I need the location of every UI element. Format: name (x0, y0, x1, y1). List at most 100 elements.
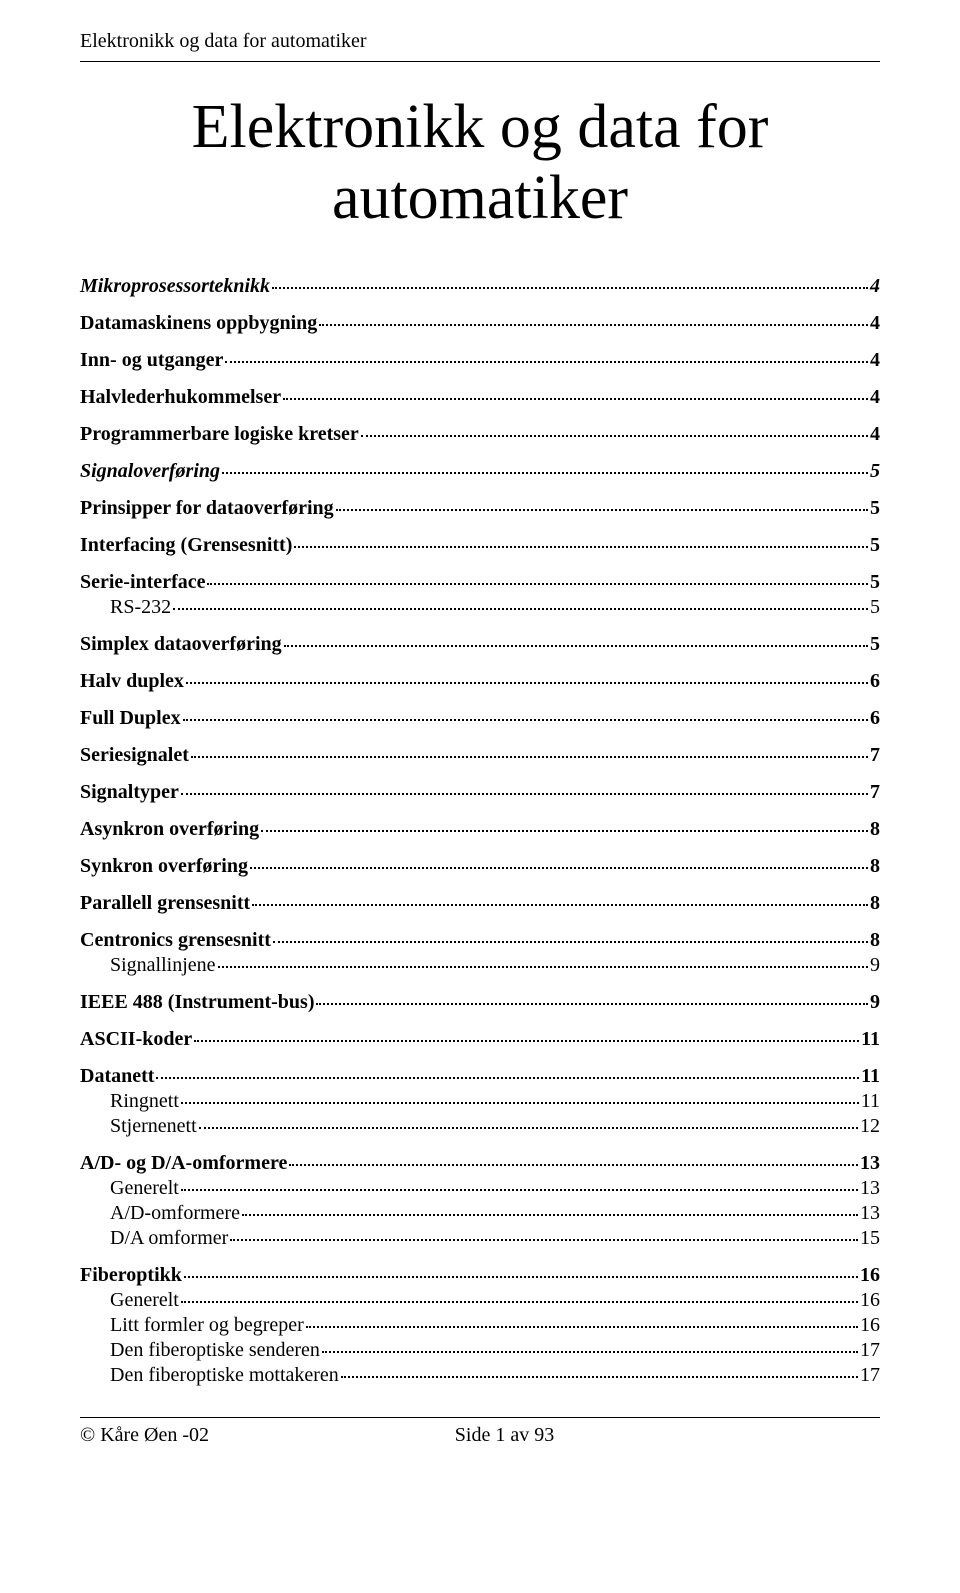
toc-entry: Den fiberoptiske senderen 17 (110, 1339, 880, 1362)
toc-entry: Serie-interface 5 (80, 571, 880, 594)
toc-entry-label: Seriesignalet (80, 744, 189, 767)
toc-entry-page: 5 (870, 571, 880, 594)
toc-entry: Ringnett 11 (110, 1090, 880, 1113)
toc-entry: IEEE 488 (Instrument-bus) 9 (80, 991, 880, 1014)
toc-entry-page: 5 (870, 633, 880, 656)
toc-entry-page: 5 (870, 497, 880, 520)
toc-leader-dots (156, 1077, 859, 1079)
toc-entry-page: 13 (860, 1202, 880, 1225)
toc-entry: Parallell grensesnitt 8 (80, 892, 880, 915)
toc-leader-dots (289, 1164, 858, 1166)
toc-leader-dots (273, 941, 868, 943)
toc-entry-label: Full Duplex (80, 707, 181, 730)
toc-entry-label: Interfacing (Grensesnitt) (80, 534, 292, 557)
toc-entry-label: Datamaskinens oppbygning (80, 312, 317, 335)
toc-leader-dots (199, 1127, 858, 1129)
toc-entry-label: Fiberoptikk (80, 1264, 182, 1287)
toc-entry: Interfacing (Grensesnitt) 5 (80, 534, 880, 557)
toc-entry-label: Signaltyper (80, 781, 179, 804)
toc-leader-dots (181, 1301, 858, 1303)
toc-entry: A/D- og D/A-omformere 13 (80, 1152, 880, 1175)
toc-entry-label: Den fiberoptiske senderen (110, 1339, 320, 1362)
toc-entry: ASCII-koder 11 (80, 1028, 880, 1051)
toc-entry: Generelt 13 (110, 1177, 880, 1200)
toc-leader-dots (225, 361, 868, 363)
toc-entry-label: Signaloverføring (80, 460, 220, 483)
toc-entry-page: 11 (861, 1065, 880, 1088)
toc-leader-dots (207, 583, 868, 585)
toc-entry: Signaloverføring 5 (80, 460, 880, 483)
title-line-1: Elektronikk og data for (192, 93, 769, 161)
title-line-2: automatiker (332, 164, 628, 232)
toc-leader-dots (218, 966, 868, 968)
toc-leader-dots (316, 1003, 868, 1005)
toc-leader-dots (194, 1040, 859, 1042)
toc-entry-label: Simplex dataoverføring (80, 633, 282, 656)
toc-leader-dots (186, 682, 868, 684)
toc-entry: Programmerbare logiske kretser 4 (80, 423, 880, 446)
toc-entry-label: Den fiberoptiske mottakeren (110, 1364, 339, 1387)
toc-entry-page: 9 (870, 991, 880, 1014)
toc-entry-label: Stjernenett (110, 1115, 197, 1138)
toc-entry: Halv duplex 6 (80, 670, 880, 693)
footer-divider (80, 1417, 880, 1418)
toc-leader-dots (173, 608, 868, 610)
toc-entry-page: 16 (860, 1314, 880, 1337)
document-title: Elektronikk og data for automatiker (80, 92, 880, 235)
toc-entry-page: 4 (870, 386, 880, 409)
document-page: Elektronikk og data for automatiker Elek… (0, 0, 960, 1467)
toc-entry: Seriesignalet 7 (80, 744, 880, 767)
toc-entry-label: Datanett (80, 1065, 154, 1088)
toc-entry-label: Halvlederhukommelser (80, 386, 281, 409)
toc-entry-page: 8 (870, 855, 880, 878)
toc-entry-page: 4 (870, 349, 880, 372)
toc-entry-label: Centronics grensesnitt (80, 929, 271, 952)
toc-entry-label: Serie-interface (80, 571, 205, 594)
toc-entry-label: Ringnett (110, 1090, 179, 1113)
toc-entry-page: 8 (870, 892, 880, 915)
toc-entry: Datanett 11 (80, 1065, 880, 1088)
toc-entry-page: 11 (861, 1090, 880, 1113)
toc-leader-dots (284, 645, 868, 647)
toc-leader-dots (361, 435, 868, 437)
toc-leader-dots (230, 1239, 858, 1241)
toc-entry: Signaltyper 7 (80, 781, 880, 804)
toc-leader-dots (242, 1214, 858, 1216)
toc-entry-label: IEEE 488 (Instrument-bus) (80, 991, 314, 1014)
toc-leader-dots (181, 1102, 859, 1104)
toc-entry-page: 5 (870, 596, 880, 619)
toc-entry: Prinsipper for dataoverføring 5 (80, 497, 880, 520)
toc-entry: Inn- og utganger 4 (80, 349, 880, 372)
toc-leader-dots (341, 1376, 858, 1378)
toc-entry: D/A omformer 15 (110, 1227, 880, 1250)
toc-entry-page: 8 (870, 818, 880, 841)
toc-entry-label: Mikroprosessorteknikk (80, 275, 270, 298)
toc-entry: A/D-omformere 13 (110, 1202, 880, 1225)
toc-entry: Den fiberoptiske mottakeren 17 (110, 1364, 880, 1387)
toc-entry-page: 7 (870, 744, 880, 767)
page-footer: © Kåre Øen -02 Side 1 av 93 (80, 1424, 880, 1447)
toc-entry-page: 17 (860, 1339, 880, 1362)
toc-entry-page: 16 (860, 1264, 880, 1287)
toc-entry: Generelt 16 (110, 1289, 880, 1312)
toc-entry-page: 17 (860, 1364, 880, 1387)
toc-leader-dots (322, 1351, 858, 1353)
toc-entry-label: Inn- og utganger (80, 349, 223, 372)
toc-leader-dots (261, 830, 868, 832)
toc-entry-page: 9 (870, 954, 880, 977)
toc-leader-dots (272, 287, 868, 289)
toc-entry-page: 8 (870, 929, 880, 952)
toc-leader-dots (250, 867, 868, 869)
toc-entry-page: 4 (870, 275, 880, 298)
toc-entry-label: A/D- og D/A-omformere (80, 1152, 287, 1175)
header-divider (80, 61, 880, 62)
toc-leader-dots (252, 904, 868, 906)
toc-entry-page: 13 (860, 1152, 880, 1175)
toc-entry-label: D/A omformer (110, 1227, 228, 1250)
toc-leader-dots (181, 793, 868, 795)
toc-entry-label: RS-232 (110, 596, 171, 619)
toc-entry-page: 5 (870, 534, 880, 557)
toc-entry-label: Generelt (110, 1289, 179, 1312)
toc-entry-page: 16 (860, 1289, 880, 1312)
toc-entry-page: 5 (870, 460, 880, 483)
